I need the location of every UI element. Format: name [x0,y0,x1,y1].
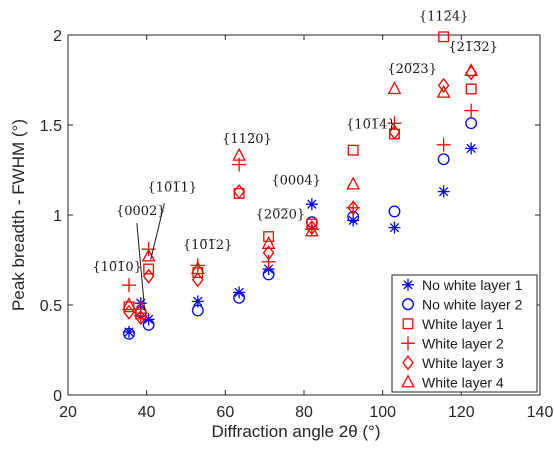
plane-annotation: {0002} [116,204,166,219]
data-point-series-2 [142,318,155,331]
data-point-series-4 [121,278,136,293]
data-point-series-4 [261,254,276,269]
data-point-series-6 [346,176,361,190]
data-point-series-2 [233,291,246,304]
x-tick-label: 140 [527,404,554,421]
data-point-series-1 [437,185,450,198]
data-point-series-4 [464,103,479,118]
plane-annotation: {10̅1̅0} [92,260,142,275]
legend-entry: No white layer 1 [402,277,523,293]
data-point-series-3 [438,31,450,43]
data-point-series-4 [436,137,451,152]
data-point-series-3 [263,231,275,243]
data-point-series-3 [465,83,477,95]
data-point-series-2 [388,205,401,218]
legend-marker [401,336,415,351]
y-tick-label: 1 [53,208,62,225]
data-point-series-6 [133,300,148,314]
legend-label: White layer 2 [422,335,504,351]
y-tick-label: 2 [53,28,62,45]
legend-box [391,274,538,393]
plane-annotation: {10̅1̅4} [346,118,396,133]
data-point-series-5 [437,77,450,93]
data-point-series-6 [436,84,451,98]
legend-marker [402,278,414,291]
plane-annotation: {10̅1̅1} [147,181,197,196]
x-tick-label: 80 [295,404,313,421]
annotation-pointer [150,203,165,261]
data-point-series-6 [387,81,402,95]
y-tick-label: 0.5 [40,298,62,315]
data-point-series-3 [143,263,155,275]
x-tick-label: 120 [448,404,475,421]
data-point-series-3 [347,144,359,156]
legend-label: White layer 4 [422,374,504,390]
legend-label: White layer 3 [422,355,504,371]
data-point-series-6 [232,147,246,161]
legend-entry: White layer 1 [402,316,504,332]
data-point-series-6 [464,63,479,77]
data-point-series-2 [123,327,135,340]
data-point-series-5 [306,220,318,236]
plane-annotation: {20̅2̅3} [387,62,437,77]
legend-marker [402,318,414,330]
plane-annotation: {112̅0} [222,132,272,147]
legend-label: No white layer 1 [422,277,523,293]
data-point-series-5 [347,200,359,216]
plane-annotation: {20̅2̅0} [256,208,306,223]
data-point-series-1 [465,142,478,155]
data-point-series-4 [190,258,205,273]
plane-annotation: {0004} [271,173,321,188]
data-point-series-2 [437,153,450,166]
data-point-series-6 [122,297,136,311]
plane-annotation: {10̅1̅2} [183,238,233,253]
data-point-series-5 [388,124,401,140]
legend-entry: White layer 3 [402,355,504,371]
data-point-series-5 [142,268,155,284]
data-point-series-5 [233,184,245,200]
legend-marker [401,374,415,388]
y-tick-label: 1.5 [40,118,62,135]
data-point-series-2 [191,304,204,317]
data-point-series-5 [134,310,147,326]
legend-marker [402,355,414,371]
plane-annotation: {21̅3̅2} [448,40,498,55]
y-tick-label: 0 [53,388,62,405]
data-point-series-2 [465,117,478,130]
data-point-series-1 [305,198,318,211]
legend-marker [402,298,414,311]
legend-label: No white layer 2 [422,296,523,312]
legend-entry: No white layer 2 [402,296,523,312]
data-point-series-5 [191,272,204,288]
data-point-series-5 [465,65,477,81]
x-tick-label: 40 [138,404,156,421]
data-point-series-4 [387,116,402,131]
legend-entry: White layer 4 [401,374,504,390]
y-axis-label: Peak breadth - FWHM (°) [9,119,28,311]
data-point-series-6 [304,223,319,237]
data-point-series-5 [262,245,275,261]
x-tick-label: 20 [59,404,77,421]
annotation-pointer [136,223,146,311]
legend-label: White layer 1 [422,316,504,332]
x-tick-label: 60 [216,404,234,421]
plane-annotation: {112̅4} [419,10,469,25]
data-point-series-1 [388,221,401,234]
data-point-series-6 [190,261,205,275]
x-axis-label: Diffraction angle 2θ (°) [211,422,380,441]
x-tick-label: 100 [369,404,396,421]
legend-entry: White layer 2 [401,335,504,351]
data-point-series-6 [261,235,276,249]
data-point-series-2 [262,268,275,281]
